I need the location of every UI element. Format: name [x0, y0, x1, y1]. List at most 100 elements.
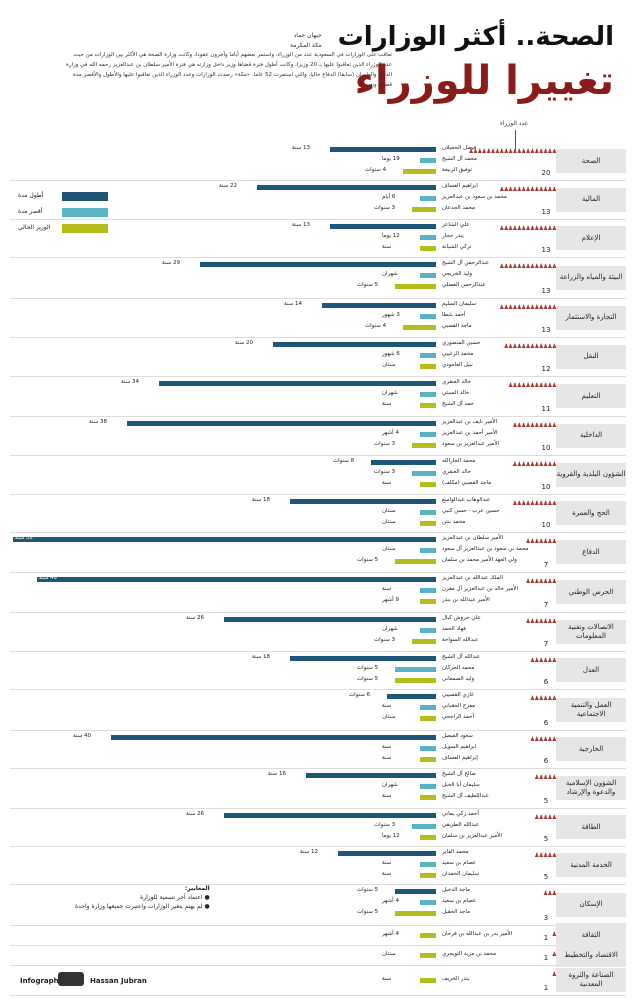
minister-figures-icon: ♟♟♟ [542, 890, 557, 897]
duration-label: 4 أشهر [382, 898, 399, 904]
minister-count: 6 [543, 678, 549, 686]
bar-current [403, 169, 436, 174]
minister-name: محمد الحركان [442, 665, 475, 671]
legend-label-longest: أطول مدة [18, 192, 44, 199]
duration-label: 3 شهور [382, 312, 400, 318]
duration-label: سنة [382, 976, 392, 982]
bar-longest [13, 537, 436, 542]
minister-count: 12 [541, 365, 551, 373]
duration-label: 18 سنة [252, 654, 270, 660]
ministry-label: الاتصالات وتقنية المعلومات [556, 619, 626, 644]
intro-text: تعاقب على الوزارات في السعودية عدد من ال… [66, 52, 392, 88]
minister-name: محمد الجدعان [442, 205, 475, 211]
minister-name: محمد آل الشيخ [442, 156, 477, 162]
duration-label: 22 سنة [219, 183, 237, 189]
bar-current [420, 403, 436, 408]
duration-label: سنة [382, 793, 392, 799]
duration-label: 38 سنة [89, 419, 107, 425]
minister-name: علي جروش كيال [442, 615, 481, 621]
duration-label: 5 سنوات [357, 557, 379, 563]
bar-longest [387, 694, 436, 699]
bar-longest [371, 460, 436, 465]
ministry-label: الاقتصاد والتخطيط [556, 943, 626, 967]
minister-name: محمد بن سعود بن عبدالعزيز آل سعود [442, 546, 529, 552]
minister-count: 7 [543, 640, 549, 648]
minister-count: 1 [543, 934, 549, 942]
bar-current [420, 482, 436, 487]
author: جيهان حماد [293, 32, 322, 39]
ministry-label: الخدمة المدنية [556, 853, 626, 877]
minister-name: الأمير نايف بن عبدالعزيز [442, 419, 497, 425]
bar-longest [322, 303, 436, 308]
legend-label-current: الوزير الحالي [18, 224, 51, 231]
row-divider [10, 298, 626, 299]
duration-label: 20 سنة [235, 340, 253, 346]
row-divider [10, 995, 626, 996]
bar-current [395, 559, 436, 564]
minister-count: 13 [541, 287, 551, 295]
ministry-label: التعليم [556, 384, 626, 408]
duration-label: سنة [382, 401, 392, 407]
minister-figures-icon: ♟♟♟♟♟♟♟♟♟♟ [512, 422, 557, 429]
bar-longest [338, 851, 436, 856]
duration-label: 4 أشهر [382, 430, 399, 436]
row-divider [10, 651, 626, 652]
duration-label: 52 سنة [15, 535, 33, 541]
duration-label: 5 سنوات [357, 887, 379, 893]
criteria-item: ● اعتماد آخر تسمية للوزارة [140, 894, 210, 901]
minister-name: الأمير خالد بن عبدالعزيز آل مقرن [442, 586, 519, 592]
page-title: الصحة.. أكثر الوزارات [337, 22, 614, 52]
minister-count: 1 [543, 984, 549, 992]
minister-name: توفيق الربيعة [442, 167, 473, 173]
duration-label: شهران [382, 390, 398, 396]
bar-shortest [420, 746, 436, 751]
minister-figures-icon: ♟♟♟♟♟♟♟♟♟♟♟♟♟ [499, 186, 557, 193]
duration-label: 40 سنة [73, 733, 91, 739]
minister-figures-icon: ♟♟♟♟♟ [534, 852, 557, 859]
duration-label: 6 شهور [382, 351, 400, 357]
duration-label: سنة [382, 703, 392, 709]
duration-label: سنة [382, 871, 392, 877]
minister-figures-icon: ♟♟♟♟♟♟♟♟♟♟♟♟♟ [499, 304, 557, 311]
bar-current [420, 953, 436, 958]
row-divider [10, 180, 626, 181]
bar-longest [159, 381, 436, 386]
ministry-label: النقل [556, 344, 626, 369]
minister-name: الأمير سلطان بن عبدالعزيز [442, 535, 504, 541]
footer-infographics: Infographics [20, 977, 70, 985]
minister-name: محمد بن مزيد التويجري [442, 951, 497, 957]
duration-label: 6 أيام [382, 194, 396, 200]
minister-name: علي الشاعر [442, 222, 470, 228]
bar-longest [224, 617, 436, 622]
bar-shortest [420, 158, 436, 163]
duration-label: 19 يوما [382, 156, 400, 162]
minister-figures-icon: ♟♟♟♟♟♟♟ [525, 578, 557, 585]
duration-label: 26 سنة [186, 615, 204, 621]
duration-label: 18 سنة [252, 497, 270, 503]
logo-icon [58, 972, 84, 986]
bar-current [403, 325, 436, 330]
page-subtitle: تغييرا للوزراء [354, 58, 614, 104]
legend-swatch-longest [62, 192, 108, 201]
bar-current [420, 835, 436, 840]
duration-label: 9 أشهر [382, 597, 399, 603]
minister-figures-icon: ♟♟♟♟♟ [534, 774, 557, 781]
minister-name: محمد الزغيبي [442, 351, 474, 357]
minister-name: ابراهيم العساف [442, 183, 478, 189]
byline: جيهان حماد مكة المكرمة [290, 31, 322, 51]
minister-name: محمد بنتن [442, 519, 466, 525]
bar-current [420, 246, 436, 251]
row-divider [10, 416, 626, 417]
bar-shortest [420, 862, 436, 867]
duration-label: 13 سنة [292, 222, 310, 228]
minister-count: 20 [541, 169, 551, 177]
minister-name: تركي الشبانة [442, 244, 472, 250]
bar-shortest [420, 392, 436, 397]
minister-count: 3 [543, 914, 549, 922]
row-divider [10, 925, 626, 926]
duration-label: 12 يوما [382, 233, 400, 239]
duration-label: سنة [382, 755, 392, 761]
row-divider [10, 730, 626, 731]
minister-count: 5 [543, 873, 549, 881]
bar-longest [306, 773, 436, 778]
